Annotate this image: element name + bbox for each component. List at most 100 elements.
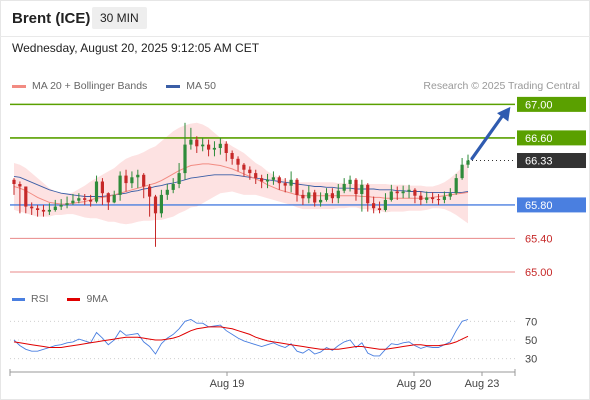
candle-body: [407, 189, 411, 192]
candle-body: [454, 178, 458, 194]
x-tick-label: Aug 23: [465, 378, 500, 390]
level-label-65.80: 65.80: [525, 200, 553, 212]
candle-body: [189, 139, 193, 145]
timeframe-badge[interactable]: 30 MIN: [92, 7, 147, 29]
ma20-swatch: [12, 84, 26, 88]
level-label-66.60: 66.60: [525, 133, 553, 145]
candle-body: [460, 164, 464, 179]
level-badge-65.80: [517, 197, 586, 213]
candle-body: [159, 194, 163, 214]
candle-body: [177, 173, 181, 184]
level-label-65.00: 65.00: [525, 267, 553, 279]
candle-body: [212, 147, 216, 150]
candle-body: [118, 175, 122, 195]
candle-body: [289, 179, 293, 186]
candle-body: [236, 158, 240, 165]
candle-body: [383, 199, 387, 210]
candle-body: [41, 209, 46, 212]
candle-body: [366, 184, 370, 204]
candle-body: [165, 189, 169, 195]
bollinger-band: [14, 122, 468, 225]
candle-body: [47, 209, 51, 212]
ma50-label: MA 50: [186, 80, 216, 92]
candle-body: [330, 193, 334, 199]
candle-body: [71, 200, 75, 204]
rsi-tick-30: 30: [525, 354, 537, 366]
candle-body: [83, 198, 87, 200]
candle-body: [130, 177, 134, 184]
candle-body: [18, 184, 22, 187]
candle-body: [295, 179, 299, 195]
candle-body: [36, 208, 40, 210]
candle-body: [395, 191, 399, 194]
legend-item-ma50: MA 50: [166, 80, 216, 92]
header-bar: Brent (ICE) 30 MIN: [0, 0, 590, 37]
rsi-tick-70: 70: [525, 316, 537, 328]
forecast-arrow-line: [470, 113, 505, 161]
candle-body: [324, 193, 329, 200]
level-badge-66.33: [517, 153, 586, 169]
rsi-label: RSI: [31, 293, 49, 305]
candle-body: [419, 195, 423, 200]
candle-body: [389, 191, 393, 200]
candle-body: [30, 206, 34, 209]
ma9-swatch: [67, 297, 81, 301]
copyright-notice: Research © 2025 Trading Central: [423, 80, 580, 92]
candle-body: [106, 193, 110, 203]
level-label-67.00: 67.00: [525, 99, 553, 111]
candle-body: [354, 179, 358, 194]
instrument-title: Brent (ICE): [12, 10, 91, 27]
candle-body: [171, 184, 175, 190]
candle-body: [230, 153, 234, 159]
rsi-series-9MA: [13, 326, 469, 350]
candle-body: [254, 173, 258, 179]
candle-body: [301, 194, 305, 199]
candle-body: [413, 189, 417, 196]
candle-body: [201, 144, 205, 147]
candle-body: [466, 160, 470, 165]
ma50-swatch: [166, 84, 181, 88]
rsi-swatch: [12, 297, 25, 301]
candle-body: [442, 196, 446, 200]
candle-body: [283, 183, 287, 186]
candle-body: [153, 196, 158, 214]
candle-body: [94, 181, 99, 202]
candle-body: [313, 192, 317, 203]
rsi-series-RSI: [13, 319, 469, 357]
candle-body: [12, 179, 16, 184]
candle-body: [218, 143, 222, 148]
candle-body: [100, 181, 104, 194]
timestamp: Wednesday, August 20, 2025 9:12:05 AM CE…: [12, 41, 260, 55]
candle-body: [448, 193, 452, 197]
level-badge-66.60: [517, 130, 586, 146]
ma9-label: 9MA: [86, 293, 109, 305]
candle-body: [195, 139, 199, 147]
candle-body: [65, 203, 69, 205]
candle-body: [348, 179, 352, 184]
price-legend: MA 20 + Bollinger Bands MA 50: [12, 80, 232, 92]
x-tick-label: Aug 20: [397, 378, 432, 390]
legend-item-ma20: MA 20 + Bollinger Bands: [12, 80, 147, 92]
candle-body: [142, 174, 146, 187]
candle-body: [183, 144, 187, 174]
candle-body: [336, 190, 340, 199]
rsi-legend: RSI 9MA: [12, 293, 124, 305]
candle-body: [24, 186, 28, 207]
candle-body: [319, 199, 323, 203]
candle-body: [148, 186, 152, 197]
candle-body: [431, 197, 435, 200]
candle-body: [425, 197, 429, 200]
level-label-66.33: 66.33: [525, 156, 553, 168]
candle-body: [307, 192, 311, 199]
candle-body: [248, 169, 252, 174]
candle-body: [260, 178, 264, 182]
candle-body: [112, 194, 116, 203]
candle-body: [277, 177, 281, 184]
x-tick-label: Aug 19: [210, 378, 245, 390]
candle-body: [77, 198, 81, 201]
candle-body: [89, 199, 93, 202]
candle-body: [59, 204, 63, 207]
candle-body: [242, 164, 246, 170]
level-badge-67.00: [517, 96, 586, 112]
